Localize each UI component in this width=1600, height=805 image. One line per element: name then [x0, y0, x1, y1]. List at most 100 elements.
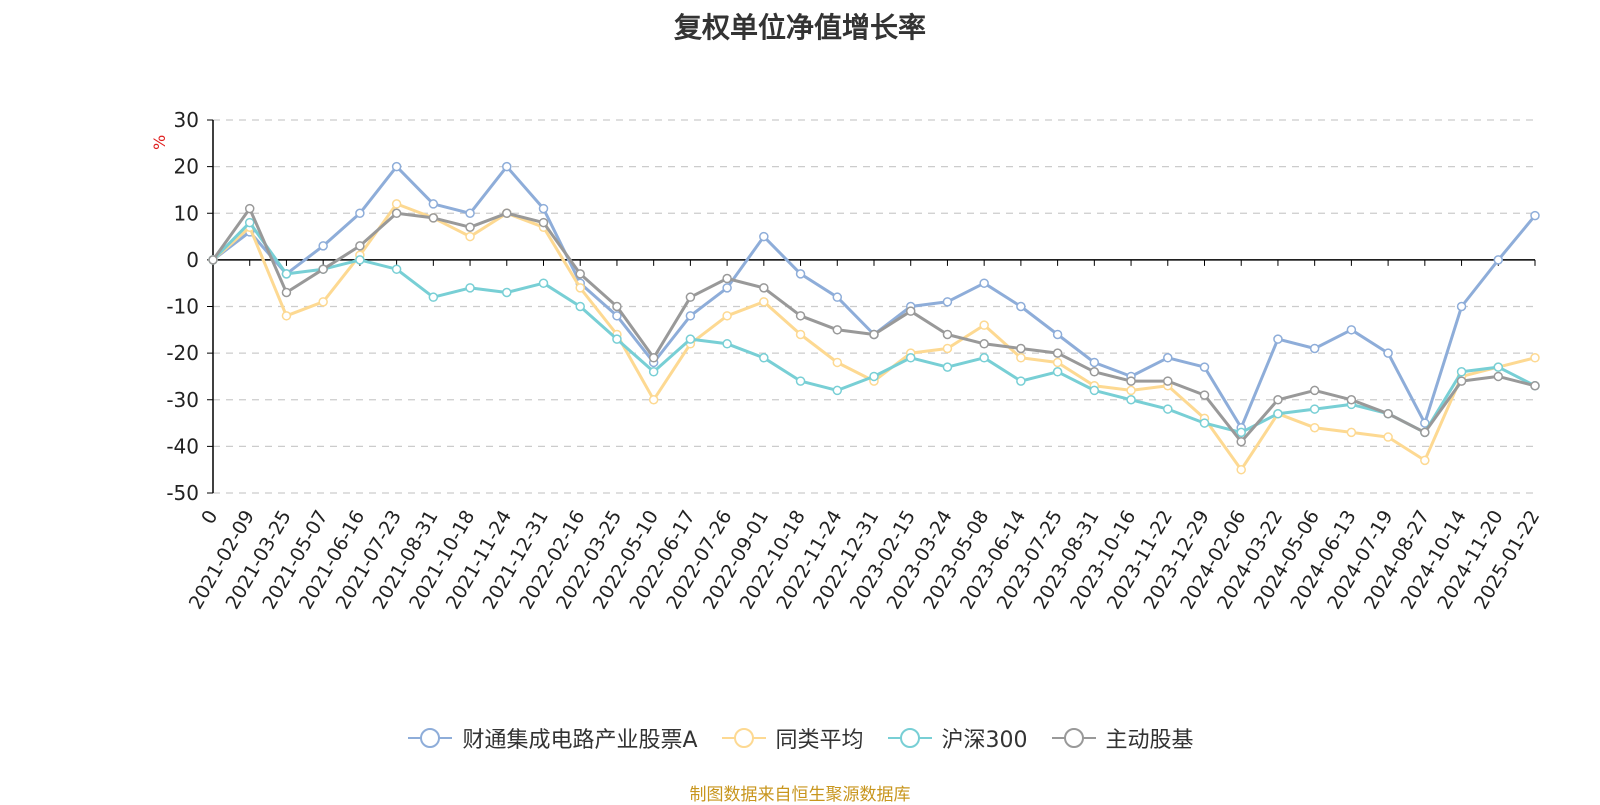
series-point-0	[1493, 255, 1504, 265]
legend-marker-fund	[408, 728, 453, 748]
series-point-3	[905, 306, 916, 316]
series-point-2	[1456, 367, 1467, 377]
series-point-3	[1126, 376, 1136, 386]
y-tick-label: -10	[166, 295, 199, 319]
legend-marker-peer-average	[721, 728, 766, 748]
legend-label-csi300: 沪深300	[941, 728, 1028, 753]
series-point-2	[1163, 404, 1173, 414]
series-point-2	[391, 264, 402, 274]
series-point-3	[648, 353, 659, 363]
series-point-0	[391, 161, 402, 172]
series-point-0	[1309, 343, 1320, 354]
series-point-2	[1199, 418, 1210, 428]
series-point-1	[575, 283, 585, 293]
series-point-2	[1126, 395, 1136, 405]
series-point-2	[1052, 367, 1063, 377]
series-point-1	[1236, 464, 1246, 475]
series-point-2	[355, 255, 365, 265]
series-point-3	[318, 264, 328, 274]
series-point-0	[355, 208, 365, 218]
series-point-0	[1383, 348, 1393, 358]
legend: 财通集成电路产业股票A 同类平均 沪深300 主动股基	[0, 722, 1600, 754]
series-point-1	[1530, 353, 1540, 363]
series-point-0	[722, 283, 732, 293]
series-point-1	[1346, 427, 1357, 438]
series-point-0	[1016, 301, 1026, 312]
series-point-3	[942, 329, 953, 340]
series-point-3	[244, 203, 255, 214]
series-point-3	[979, 339, 989, 349]
series-line-2	[211, 221, 1536, 434]
series-point-3	[1493, 371, 1504, 382]
series-point-3	[1273, 395, 1283, 405]
series-point-3	[428, 213, 439, 223]
chart-title: 复权单位净值增长率	[673, 11, 926, 44]
y-tick-label: -50	[166, 481, 199, 505]
y-tick-label: -30	[166, 388, 199, 412]
series-point-3	[575, 269, 585, 279]
data-source-footer: 制图数据来自恒生聚源数据库	[689, 785, 911, 805]
series-point-2	[1089, 385, 1100, 396]
series-point-2	[685, 334, 696, 344]
series-point-0	[979, 278, 989, 288]
series-point-1	[1383, 432, 1393, 442]
series-point-2	[1016, 376, 1026, 386]
series-point-2	[1493, 362, 1504, 372]
series-point-3	[685, 292, 696, 302]
series-point-3	[1052, 348, 1063, 358]
series-point-0	[1346, 325, 1357, 335]
series-point-0	[612, 311, 622, 321]
series-point-1	[722, 311, 732, 321]
series-point-0	[832, 292, 843, 302]
series-point-2	[428, 292, 439, 302]
series-point-0	[1089, 357, 1100, 368]
series-point-2	[832, 385, 843, 396]
y-tick-label: 30	[174, 108, 199, 132]
series-point-1	[1052, 357, 1063, 368]
series-point-3	[1089, 367, 1100, 377]
series-point-3	[795, 311, 806, 321]
series-point-2	[905, 353, 916, 363]
series-point-1	[979, 320, 989, 330]
series-point-0	[538, 203, 549, 214]
series-point-0	[1530, 210, 1540, 221]
series-point-2	[759, 353, 769, 363]
series-line-0	[212, 165, 1537, 430]
series-point-1	[465, 231, 475, 242]
legend-item-active-equity[interactable]: 主动股基	[1050, 722, 1194, 754]
series-point-2	[1273, 408, 1283, 419]
series-point-0	[465, 208, 475, 218]
series-point-1	[1126, 385, 1136, 396]
series-point-2	[575, 301, 585, 312]
series-point-2	[502, 287, 512, 298]
series-point-3	[208, 255, 218, 265]
x-tick-label: 0	[197, 507, 222, 528]
series-point-1	[391, 199, 402, 209]
series-point-0	[942, 297, 953, 307]
series-point-2	[1309, 404, 1320, 414]
legend-item-fund[interactable]: 财通集成电路产业股票A	[406, 722, 698, 754]
series-point-3	[465, 222, 475, 232]
series-point-1	[832, 357, 843, 368]
series-point-3	[759, 283, 769, 293]
series-point-3	[355, 241, 365, 251]
y-tick-label: -20	[166, 341, 199, 365]
series-point-3	[612, 301, 622, 312]
series-point-2	[979, 353, 989, 363]
legend-marker-csi300	[887, 728, 932, 748]
series-point-2	[795, 376, 806, 386]
series-point-0	[685, 311, 696, 321]
series-point-2	[281, 269, 292, 279]
series-point-1	[759, 297, 769, 307]
series-point-3	[1199, 390, 1210, 400]
series-point-1	[1309, 422, 1320, 433]
series-point-3	[869, 329, 879, 340]
legend-item-peer-average[interactable]: 同类平均	[720, 722, 864, 754]
series-point-1	[942, 343, 953, 354]
y-tick-label: 20	[174, 155, 199, 179]
legend-label-fund: 财通集成电路产业股票A	[462, 728, 698, 753]
series-point-3	[1456, 376, 1467, 386]
series-point-2	[1236, 427, 1246, 438]
series-point-0	[1163, 353, 1173, 363]
legend-item-csi300[interactable]: 沪深300	[886, 722, 1028, 754]
